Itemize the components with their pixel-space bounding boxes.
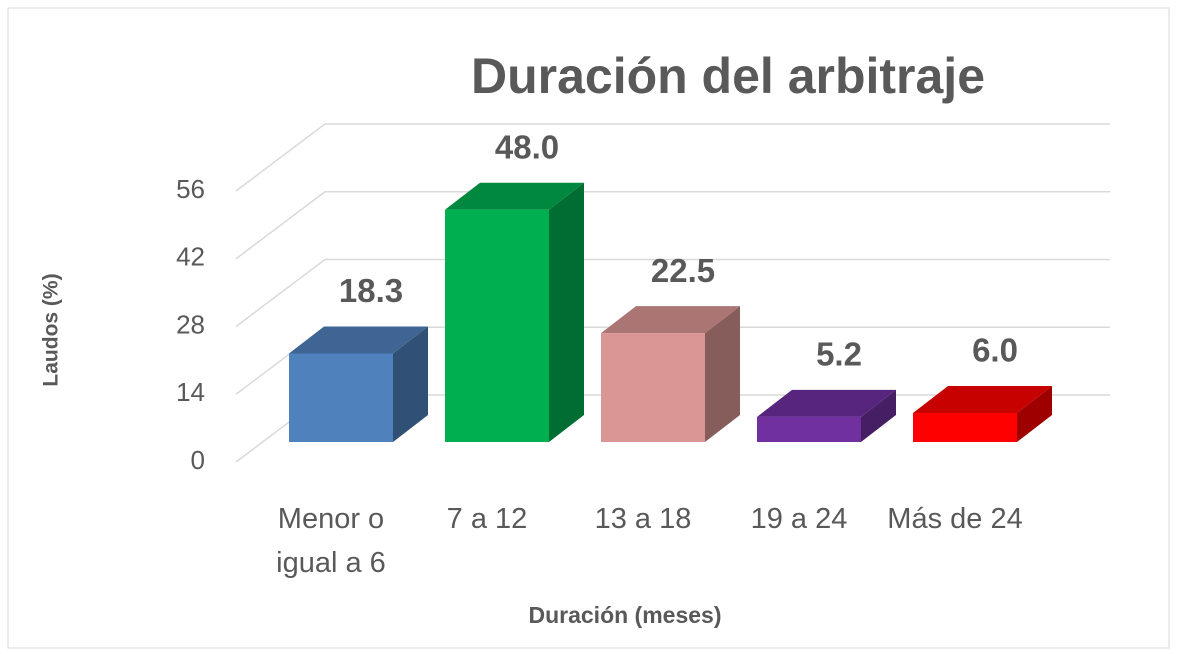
- x-tick-label: 7 a 12: [446, 503, 528, 535]
- bar: [913, 412, 1017, 442]
- data-label: 5.2: [816, 336, 862, 373]
- bar-side: [549, 182, 584, 442]
- bar-side: [861, 389, 896, 442]
- x-axis-label: Duración (meses): [528, 602, 721, 628]
- grid-line: [235, 123, 1110, 192]
- bar: [601, 333, 705, 442]
- bar-top: [913, 385, 1052, 413]
- bar-top: [289, 326, 428, 354]
- y-tick-label: 56: [176, 174, 205, 204]
- bar: [289, 353, 393, 442]
- y-tick-label: 0: [191, 445, 205, 475]
- data-label: 6.0: [972, 332, 1018, 369]
- y-tick-label: 14: [176, 377, 205, 407]
- data-label: 18.3: [339, 272, 403, 309]
- grid-line: [235, 191, 1110, 260]
- x-tick-label: Menor o igual a 6: [276, 503, 386, 579]
- bar-top: [757, 389, 896, 417]
- data-label: 22.5: [651, 252, 715, 289]
- y-tick-label: 28: [176, 309, 205, 339]
- bar-side: [1017, 385, 1052, 442]
- bar-side: [705, 306, 740, 442]
- chart-title: Duración del arbitraje: [471, 48, 985, 104]
- bar-top: [601, 306, 740, 334]
- bar-top: [445, 182, 584, 210]
- x-tick-label: 19 a 24: [750, 503, 848, 535]
- bar-side: [393, 326, 428, 442]
- chart-border: [7, 7, 1170, 649]
- bar: [445, 209, 549, 442]
- bar: [757, 416, 861, 442]
- x-tick-label: Más de 24: [887, 503, 1023, 535]
- data-label: 48.0: [495, 128, 559, 165]
- x-tick-label: 13 a 18: [594, 503, 692, 535]
- y-tick-label: 42: [176, 242, 205, 272]
- grid-line: [235, 258, 1110, 328]
- y-axis-label: Laudos (%): [40, 273, 63, 386]
